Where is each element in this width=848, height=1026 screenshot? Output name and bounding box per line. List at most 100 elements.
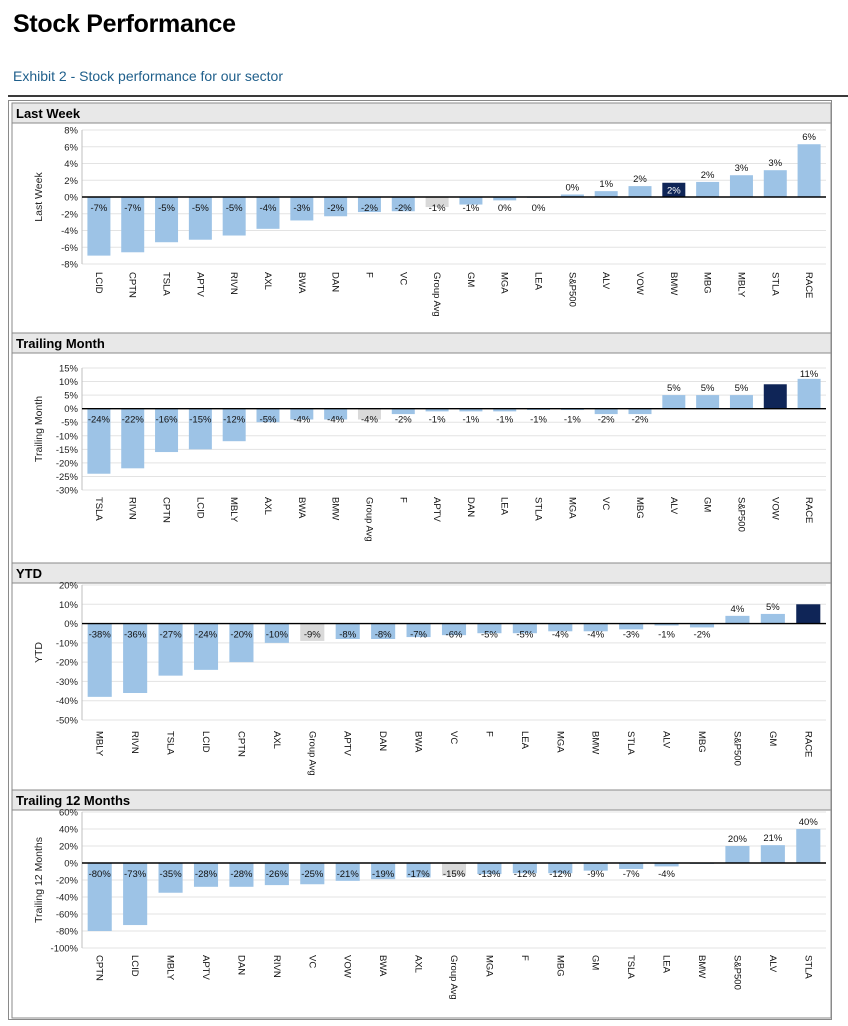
trailing-12-months-data-label-s-p500: 20% [728, 834, 748, 845]
last-week-data-label-aptv: -5% [192, 203, 209, 214]
trailing-12-months-data-label-alv: 21% [763, 833, 783, 844]
last-week-data-label-alv: 1% [599, 179, 613, 190]
ytd-bar-axl [264, 623, 289, 643]
trailing-12-months-data-label-dan: -28% [230, 869, 253, 880]
trailing-12-months-data-label-mbg: -12% [549, 869, 572, 880]
last-week-bar-gm [459, 197, 483, 205]
trailing-month-y-tick-label: 0% [64, 404, 78, 415]
trailing-month-category-label-vow: VOW [769, 497, 780, 520]
trailing-12-months-bar-mga [477, 863, 502, 875]
last-week-bar-rivn [222, 197, 246, 236]
last-week-category-label-lea: LEA [533, 272, 544, 291]
trailing-12-months-category-label-f: F [519, 955, 530, 961]
trailing-12-months-category-label-mbg: MBG [554, 955, 565, 977]
last-week-bar-mbly [729, 175, 753, 197]
last-week-header [11, 102, 832, 124]
last-week-data-label-vc: -2% [395, 203, 412, 214]
trailing-month-y-tick-label: -25% [56, 472, 79, 483]
trailing-12-months-category-label-cptn: CPTN [94, 955, 105, 981]
ytd-category-label-aptv: APTV [342, 731, 353, 756]
trailing-12-months-bar-tsla [619, 863, 644, 869]
last-week-category-label-alv: ALV [600, 272, 611, 290]
ytd-category-label-dan: DAN [377, 731, 388, 751]
trailing-12-months-y-axis-title: Trailing 12 Months [33, 837, 45, 923]
trailing-month-data-label-rivn: -22% [122, 415, 145, 426]
trailing-month-y-axis-title: Trailing Month [33, 396, 45, 462]
ytd-category-label-s-p500: S&P500 [731, 731, 742, 766]
trailing-12-months-data-label-rivn: -26% [266, 869, 289, 880]
ytd-data-label-lea: -5% [516, 630, 533, 641]
last-week-y-tick-label: 8% [64, 126, 78, 137]
trailing-month-bar-gm [696, 395, 720, 409]
last-week-category-label-gm: GM [465, 272, 476, 287]
last-week-bar-stla [763, 170, 787, 197]
ytd-data-label-rivn: -36% [124, 630, 147, 641]
trailing-12-months-y-tick-label: -20% [56, 876, 79, 887]
trailing-12-months-bar-vow [335, 863, 360, 881]
trailing-12-months-y-tick-label: 60% [59, 808, 79, 819]
trailing-month-bar-s-p500 [729, 395, 753, 409]
trailing-month-data-label-gm: 5% [701, 383, 715, 394]
ytd-category-label-race: RACE [802, 731, 813, 757]
ytd-category-label-vc: VC [448, 731, 459, 744]
ytd-data-label-gm: 5% [766, 602, 780, 613]
trailing-month-category-label-race: RACE [803, 497, 814, 523]
trailing-month-category-label-rivn: RIVN [127, 497, 138, 520]
trailing-month-data-label-aptv: -1% [429, 415, 446, 426]
ytd-y-tick-label: 10% [59, 600, 79, 611]
ytd-y-tick-label: -40% [56, 696, 79, 707]
ytd-bar-alv [654, 623, 679, 626]
ytd-category-label-bwa: BWA [413, 731, 424, 753]
trailing-12-months-category-label-dan: DAN [235, 955, 246, 975]
trailing-month-category-label-f: F [397, 497, 408, 503]
last-week-data-label-tsla: -5% [158, 203, 175, 214]
trailing-12-months-bar-rivn [264, 863, 289, 886]
trailing-12-months-data-label-f: -12% [514, 869, 537, 880]
last-week-data-label-f: -2% [361, 203, 378, 214]
last-week-data-label-lea: 0% [532, 203, 546, 214]
last-week-title: Last Week [16, 106, 81, 121]
trailing-month-data-label-race: 11% [800, 369, 819, 380]
ytd-bar-dan [371, 623, 396, 639]
trailing-month-category-label-lcid: LCID [194, 497, 205, 519]
ytd-y-tick-label: 20% [59, 581, 79, 592]
trailing-12-months-y-tick-label: -40% [56, 893, 79, 904]
ytd-data-label-bwa: -7% [410, 630, 427, 641]
last-week-data-label-group-avg: -1% [429, 203, 446, 214]
trailing-month-data-label-lea: -1% [496, 415, 513, 426]
trailing-month-category-label-mbg: MBG [634, 497, 645, 519]
trailing-12-months-category-label-lea: LEA [661, 955, 672, 974]
last-week-category-label-mbg: MBG [702, 272, 713, 294]
last-week-bar-dan [324, 197, 348, 217]
trailing-12-months-category-label-stla: STLA [802, 955, 813, 979]
ytd-data-label-group-avg: -9% [304, 630, 321, 641]
trailing-12-months-data-label-lcid: -73% [124, 869, 147, 880]
last-week-data-label-axl: -4% [260, 203, 277, 214]
trailing-12-months-category-label-axl: AXL [413, 955, 424, 973]
trailing-month-y-tick-label: -5% [61, 418, 78, 429]
trailing-month-category-label-lea: LEA [499, 497, 510, 516]
ytd-category-label-lea: LEA [519, 731, 530, 750]
ytd-bar-s-p500 [725, 615, 750, 624]
trailing-12-months-data-label-vc: -25% [301, 869, 324, 880]
ytd-bar-gm [760, 613, 785, 624]
trailing-month-category-label-bwa: BWA [296, 497, 307, 519]
trailing-month-data-label-vc: -2% [598, 415, 615, 426]
trailing-month-data-label-cptn: -16% [155, 415, 178, 426]
trailing-12-months-category-label-alv: ALV [767, 955, 778, 973]
last-week-y-tick-label: 0% [64, 193, 78, 204]
trailing-12-months-header [11, 789, 832, 811]
trailing-month-category-label-tsla: TSLA [93, 497, 104, 521]
ytd-y-tick-label: -20% [56, 658, 79, 669]
ytd-data-label-dan: -8% [375, 630, 392, 641]
last-week-data-label-mbly: 3% [735, 163, 749, 174]
trailing-month-data-label-mbg: -2% [632, 415, 649, 426]
trailing-month-data-label-mbly: -12% [223, 415, 246, 426]
last-week-y-axis-title: Last Week [33, 172, 45, 222]
last-week-data-label-mbg: 2% [701, 170, 715, 181]
last-week-y-tick-label: -2% [61, 209, 78, 220]
trailing-12-months-bar-cptn [87, 863, 112, 931]
last-week-category-label-axl: AXL [262, 272, 273, 290]
ytd-category-label-rivn: RIVN [129, 731, 140, 754]
last-week-data-label-bmw: 2% [667, 185, 681, 196]
